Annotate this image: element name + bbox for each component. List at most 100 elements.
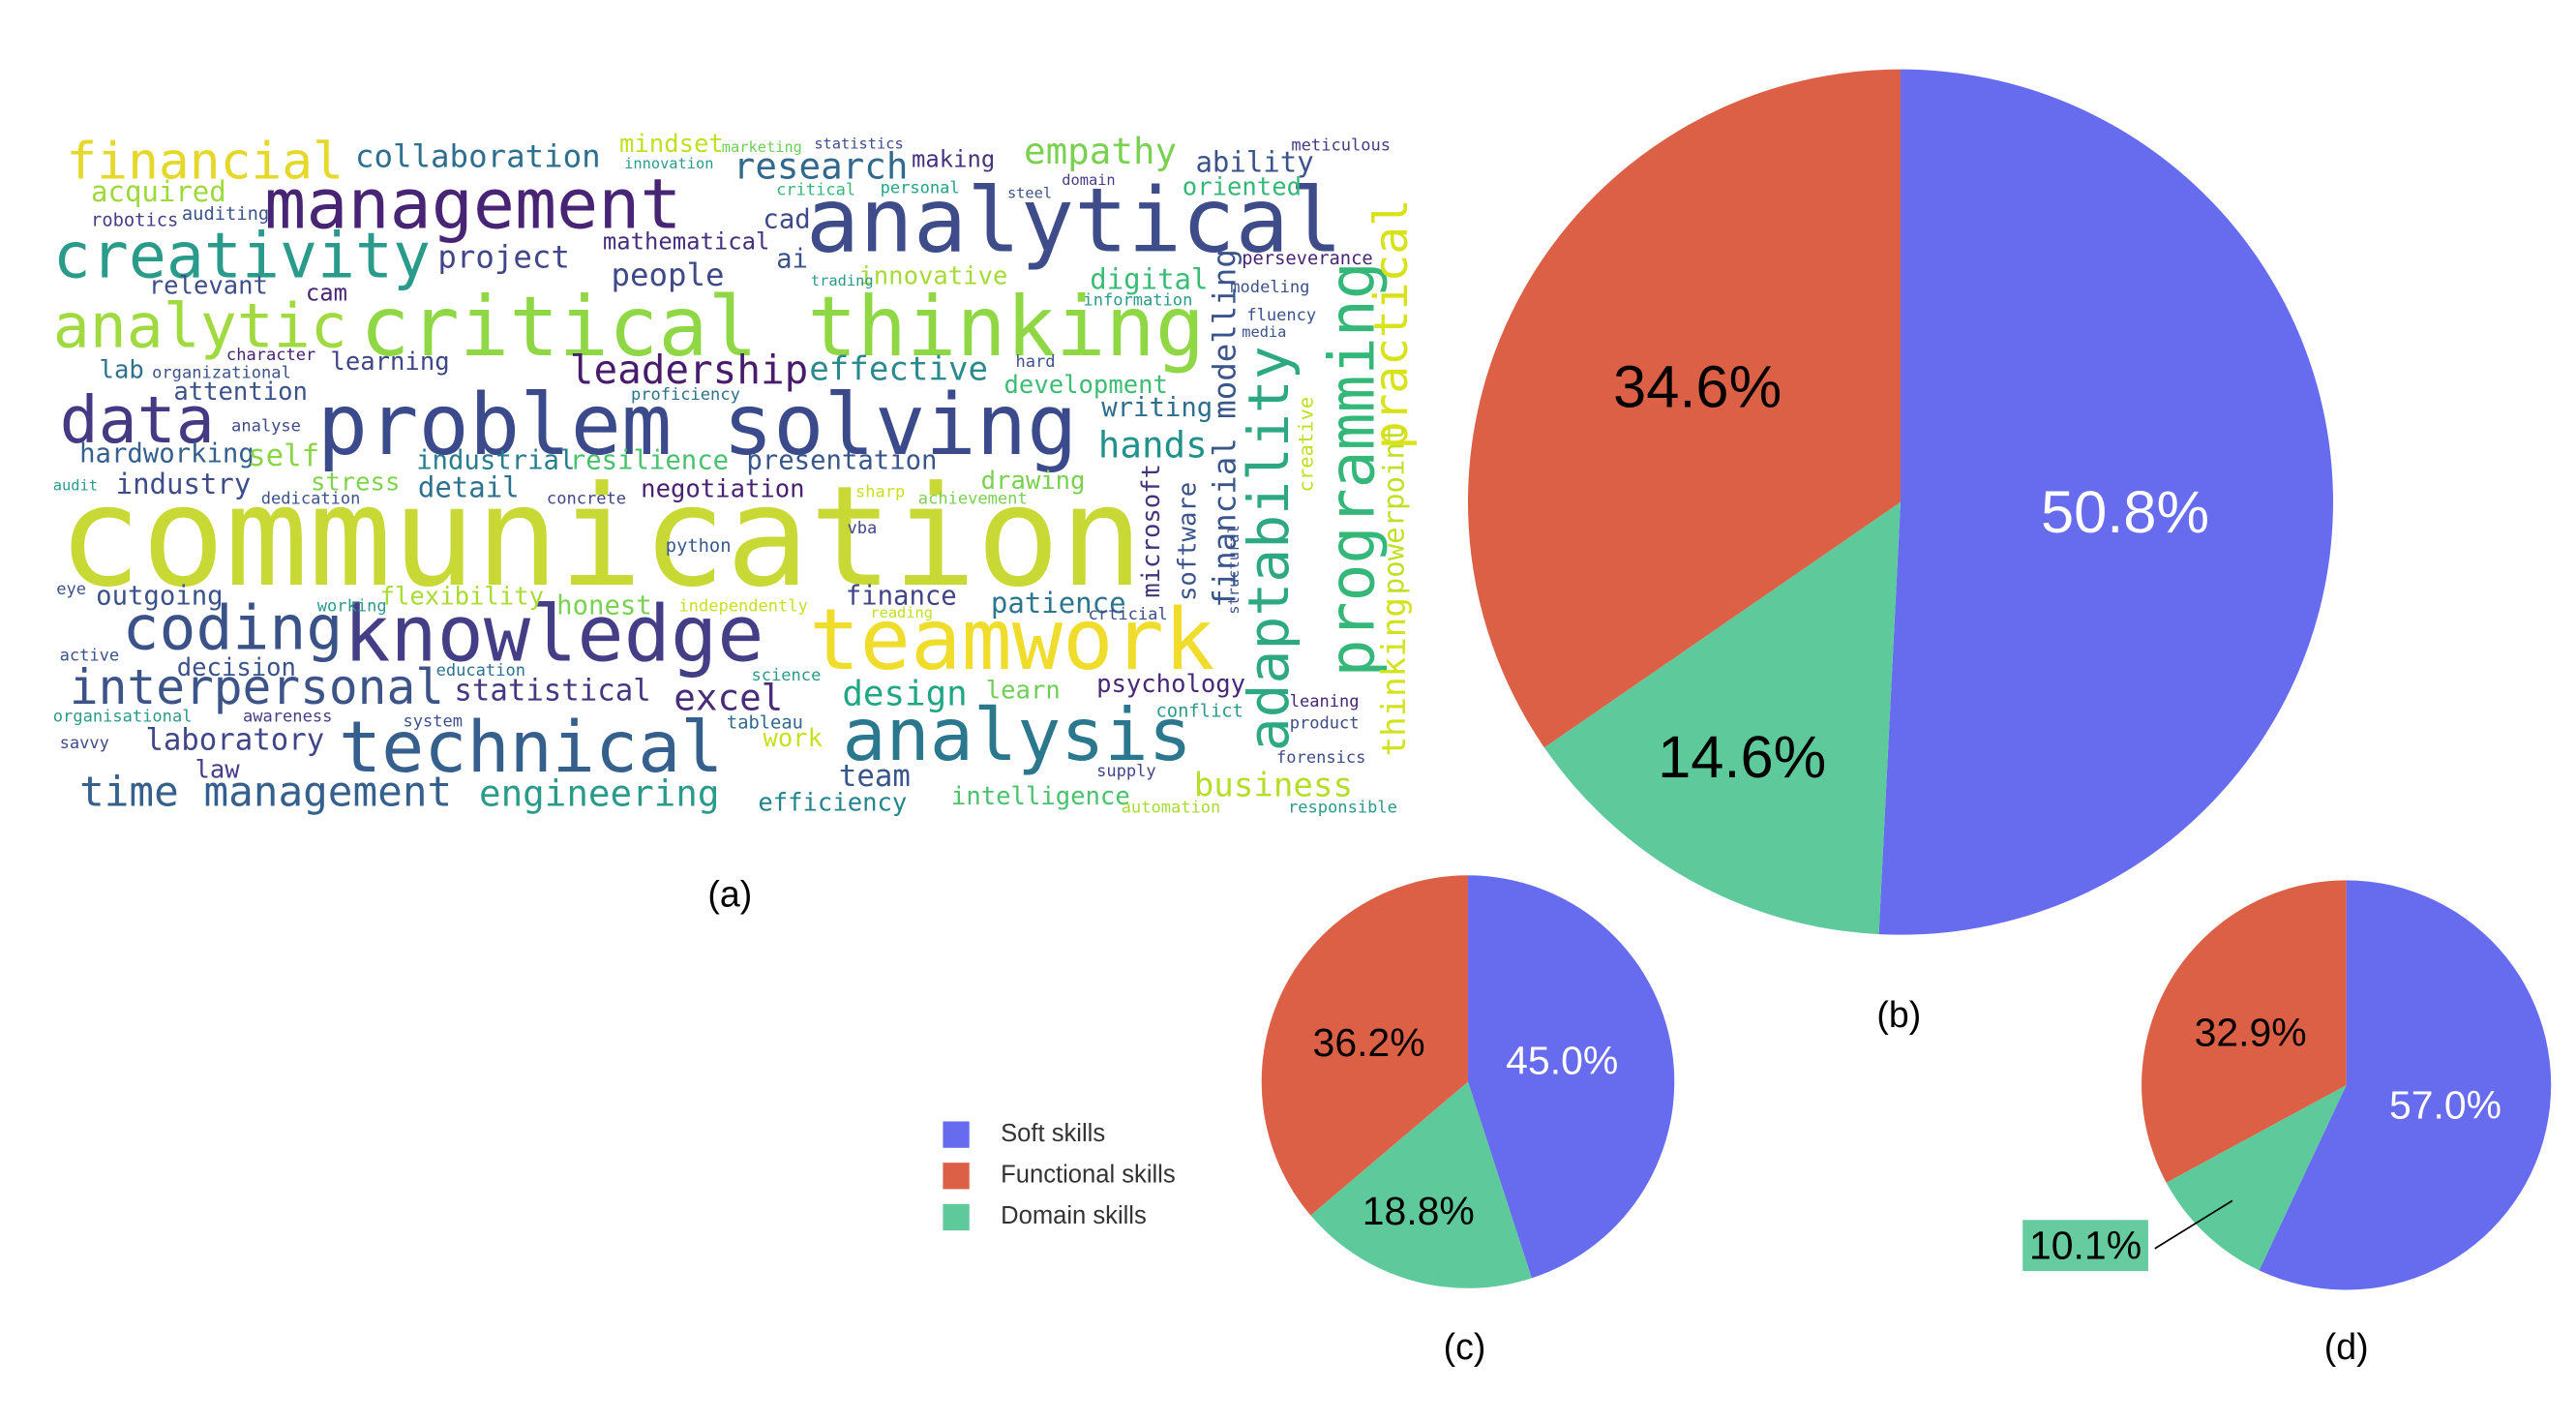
word: analyse	[231, 416, 301, 436]
word: excel	[674, 677, 783, 719]
word: modeling	[1230, 278, 1309, 297]
word: resilience	[570, 446, 729, 476]
word: steel	[1007, 185, 1052, 202]
word: psychology	[1096, 670, 1245, 699]
word: trading	[811, 272, 874, 289]
legend-swatch	[943, 1203, 970, 1231]
word: working	[317, 596, 387, 616]
word: industry	[116, 468, 252, 500]
word: management	[264, 163, 681, 244]
data-label: 45.0%	[1506, 1039, 1618, 1083]
word: perseverance	[1242, 249, 1372, 269]
data-label: 18.8%	[1363, 1189, 1475, 1233]
word: vba	[847, 519, 877, 538]
word: critical	[776, 180, 855, 199]
word: relevant	[149, 272, 268, 301]
word: problem solving	[317, 376, 1078, 474]
word: teamwork	[809, 590, 1214, 689]
word: information	[1083, 291, 1192, 311]
data-label: 10.1%	[2029, 1224, 2142, 1268]
data-label: 34.6%	[1613, 354, 1782, 421]
word: efficiency	[758, 789, 907, 818]
word: design	[842, 675, 967, 714]
word: detail	[418, 471, 520, 504]
word: ability	[1195, 145, 1313, 178]
data-label: 57.0%	[2389, 1083, 2501, 1128]
word: self	[248, 439, 319, 473]
word: financial modelling	[1206, 249, 1243, 608]
word: flexibility	[380, 582, 544, 611]
word: innovative	[858, 261, 1007, 290]
word: drawing	[981, 467, 1086, 496]
word: patience	[991, 587, 1126, 620]
pie-slice	[2166, 1084, 2347, 1271]
word: project	[437, 238, 570, 275]
word: analysis	[842, 692, 1192, 777]
word: hands	[1098, 424, 1208, 467]
word: audit	[53, 477, 98, 495]
word: analytic	[53, 289, 347, 361]
pie-slice	[1467, 875, 1675, 1279]
word: structural	[1225, 525, 1243, 614]
word: technical	[339, 707, 723, 789]
word: tableau	[727, 712, 803, 733]
legend-label: Functional skills	[1001, 1162, 1176, 1189]
word: leaning	[1290, 692, 1360, 711]
pie-slice	[2142, 880, 2347, 1183]
word: knowledge	[344, 589, 764, 679]
word: ai	[776, 244, 808, 274]
label-box	[1355, 1185, 1482, 1237]
word: interpersonal	[70, 659, 444, 715]
word: decision	[177, 653, 296, 682]
word: marketing	[722, 138, 802, 156]
word: development	[1004, 371, 1168, 400]
word: presentation	[746, 446, 937, 476]
word: industrial	[416, 446, 575, 476]
legend-label: Domain skills	[1001, 1202, 1147, 1229]
word: crticial	[1089, 605, 1168, 624]
word: lab	[100, 356, 144, 385]
word: science	[751, 666, 821, 685]
legend-swatch	[943, 1121, 970, 1148]
caption: (a)	[707, 874, 752, 915]
word: data	[60, 382, 215, 458]
word: empathy	[1024, 130, 1177, 172]
word: innovation	[624, 155, 713, 172]
word: mindset	[619, 130, 724, 159]
word: meticulous	[1291, 136, 1391, 155]
legend: Soft skills Functional skills Domain skill…	[943, 1120, 1176, 1231]
word: mathematical	[603, 228, 770, 256]
word: responsible	[1288, 798, 1397, 817]
word: powerpoint	[1377, 426, 1410, 595]
pie-chart: 50.8% 34.6% 14.6%	[1467, 69, 2333, 935]
leader-line	[2154, 1199, 2233, 1250]
word: education	[436, 661, 525, 681]
word: analytical	[806, 167, 1343, 272]
word: independently	[678, 596, 807, 616]
word: creative	[1295, 397, 1318, 493]
word: writing	[1101, 393, 1213, 423]
word: outgoing	[96, 581, 223, 611]
pie-slice	[1310, 1081, 1532, 1288]
word: negotiation	[641, 475, 804, 504]
word: conflict	[1156, 701, 1243, 721]
word: finance	[846, 581, 957, 611]
word: statistical	[454, 673, 650, 708]
word: intelligence	[951, 782, 1130, 811]
word: collaboration	[355, 137, 601, 174]
label-box	[1651, 720, 1834, 795]
word: work	[763, 724, 823, 753]
word: people	[611, 257, 724, 293]
data-label: 50.8%	[2041, 479, 2209, 546]
word: honest	[556, 591, 652, 621]
pie-slice	[1261, 875, 1468, 1216]
word: financial	[66, 132, 344, 191]
word: product	[1290, 713, 1360, 733]
word: learning	[330, 348, 449, 377]
word: digital	[1090, 263, 1208, 296]
pie-chart: 45.0% 36.2% 18.8%	[1261, 875, 1675, 1288]
caption: (c)	[1444, 1326, 1486, 1367]
caption: (b)	[1876, 994, 1921, 1035]
